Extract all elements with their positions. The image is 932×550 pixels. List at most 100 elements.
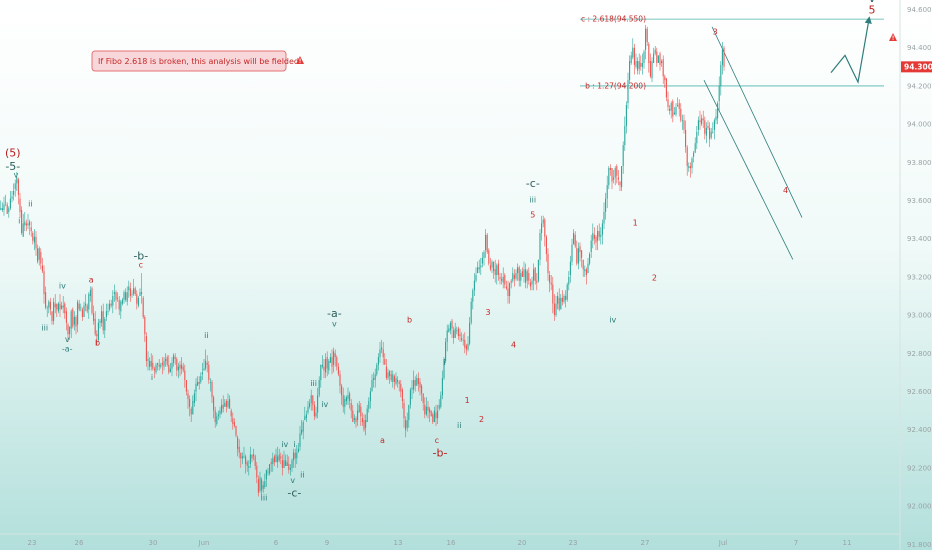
candle [616,164,618,184]
candle-body [309,402,311,407]
candle [569,255,571,283]
candle-body [422,393,424,403]
candle-body [525,269,527,283]
candle-body [133,288,135,295]
candle [429,406,431,423]
y-tick-label[interactable]: 93.400 [907,235,932,243]
x-tick-label[interactable]: 26 [75,539,84,547]
x-tick-label[interactable]: 23 [569,539,578,547]
x-tick-label[interactable]: 30 [149,539,158,547]
candle-body [361,418,363,423]
y-tick-label[interactable]: 93.600 [907,197,932,205]
candle [422,393,424,411]
x-tick-label[interactable]: 23 [28,539,37,547]
y-tick-label[interactable]: 94.600 [907,6,932,14]
candle [86,303,88,314]
y-tick-label[interactable]: 92.200 [907,464,932,472]
candle-body [22,223,24,237]
y-tick-label[interactable]: 94.000 [907,121,932,129]
x-tick-label[interactable]: 7 [794,539,798,547]
candle [137,296,139,308]
candle [136,290,138,310]
y-tick-label[interactable]: 94.400 [907,44,932,52]
candle-body [435,412,437,419]
y-tick-label[interactable]: 93.000 [907,312,932,320]
y-tick-label[interactable]: 93.800 [907,159,932,167]
x-tick-label[interactable]: 27 [641,539,650,547]
candle-body [453,330,455,339]
y-tick-label[interactable]: 92.600 [907,388,932,396]
candle-body [131,294,133,295]
candle-body [283,460,285,468]
price-axis[interactable]: 94.600 94.400 94.200 94.000 93.800 93.600 93.4… [907,6,932,549]
candle [448,324,450,333]
y-tick-label[interactable]: 94.200 [907,82,932,90]
x-tick-label[interactable]: 13 [394,539,403,547]
candle [197,376,199,386]
candle [302,420,304,440]
candle-body [45,292,47,308]
candle-body [277,456,279,463]
candle [470,297,472,325]
candle [629,55,631,85]
candle [379,341,381,363]
time-axis[interactable]: 23 26 30 Jun 6 9 13 16 20 23 27 Jul 7 11 [28,539,852,547]
y-tick-label[interactable]: 92.400 [907,426,932,434]
candle-body [77,301,79,325]
candle [443,357,445,381]
candle-body [157,362,159,365]
candle-body [491,261,493,268]
candle-body [229,399,231,409]
candle [160,362,162,369]
candle [513,269,515,287]
candle [56,303,58,318]
candle [69,326,71,340]
candle-body [640,63,642,67]
candle [77,299,79,333]
x-tick-label[interactable]: 9 [325,539,329,547]
candle-body [253,454,255,457]
x-tick-label[interactable]: 16 [447,539,456,547]
x-tick-label[interactable]: 20 [518,539,527,547]
candle-body [97,322,99,340]
candle [550,275,552,291]
candle-body [553,303,555,316]
candle-body [113,292,115,295]
y-tick-label[interactable]: 93.200 [907,273,932,281]
candle-body [557,296,559,304]
wave-label: i [151,373,153,382]
candle-body [264,481,266,487]
candle [473,273,475,297]
candle-body [5,202,7,204]
candle [281,454,283,476]
candle-body [341,385,343,396]
x-tick-label[interactable]: 6 [274,539,279,547]
candle [25,219,27,232]
x-tick-label[interactable]: Jul [718,539,728,547]
y-tick-label[interactable]: 91.800 [907,541,932,549]
candle [238,439,240,459]
y-tick-label[interactable]: 92.000 [907,503,932,511]
candle [222,395,224,413]
candle-body [645,28,647,50]
x-tick-label[interactable]: 11 [843,539,852,547]
candle-body [128,286,130,291]
wave-label: a [380,436,385,445]
candle-body [705,127,707,136]
x-tick-label[interactable]: Jun [198,539,210,547]
candle [206,355,208,373]
candle [481,252,483,268]
candle-body [589,253,591,264]
candle [145,332,147,367]
wave-label: (5) [5,147,21,160]
y-tick-label[interactable]: 92.800 [907,350,932,358]
candle [14,179,16,197]
candle [358,401,360,413]
candle [669,105,671,115]
candle [85,294,87,312]
candle-body [62,305,64,308]
candle-body [318,380,320,396]
candle [41,257,43,274]
